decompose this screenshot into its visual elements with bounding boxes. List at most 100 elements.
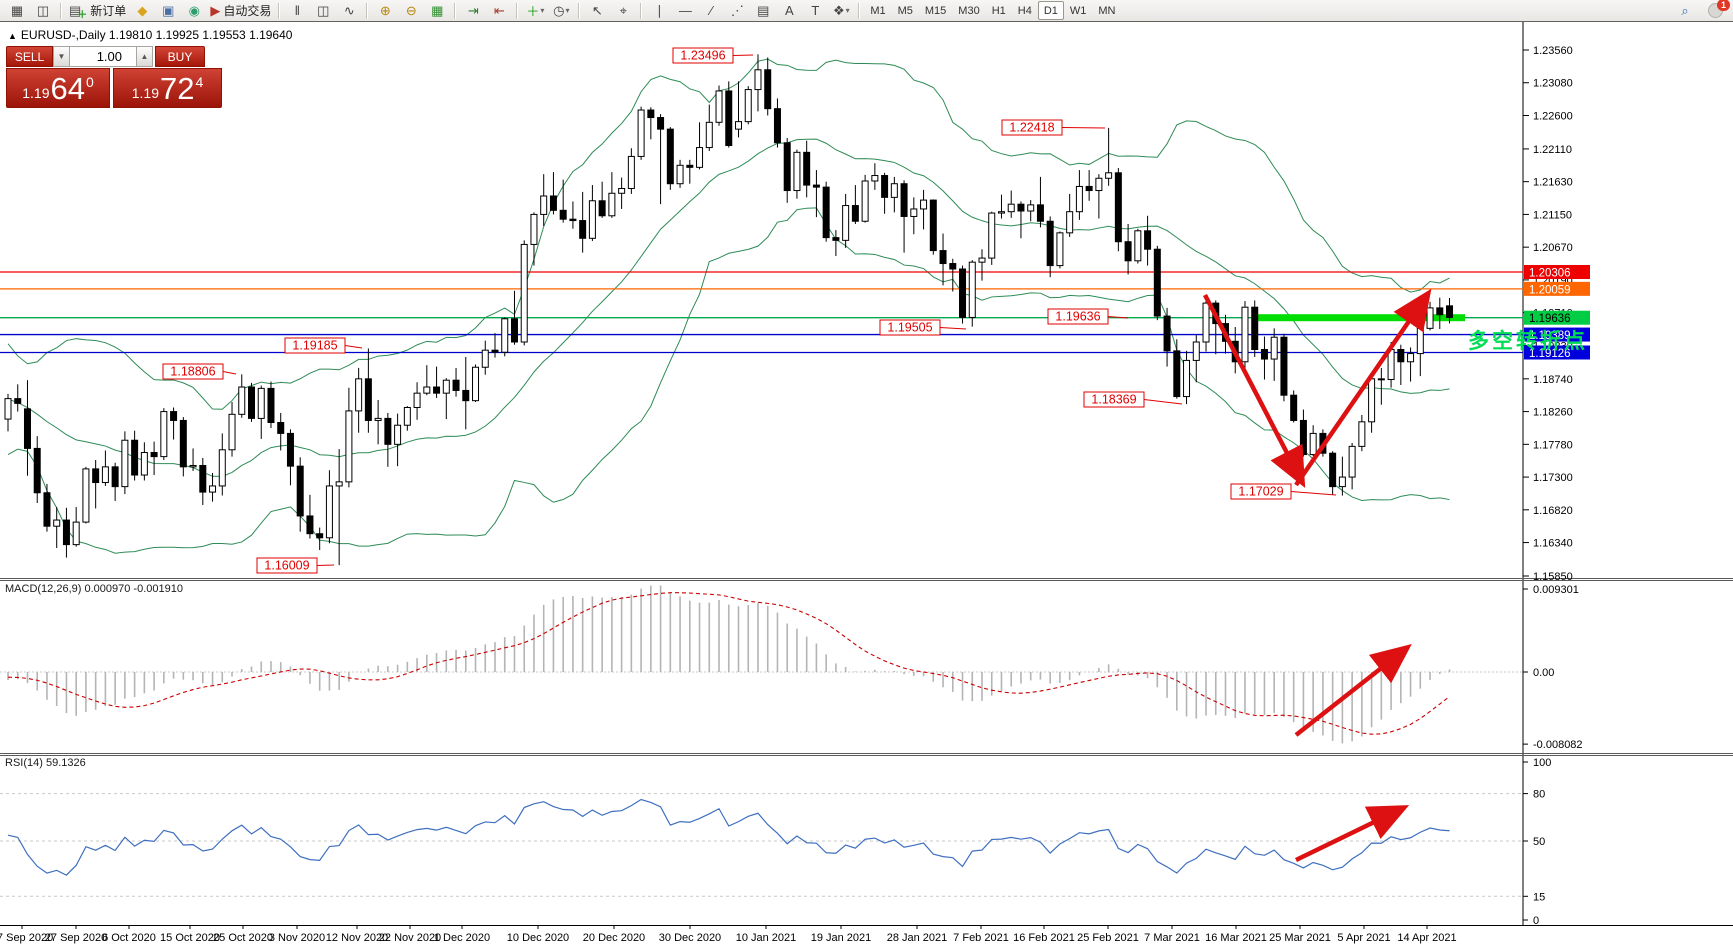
- candlestick-mode-button[interactable]: ◫: [310, 0, 336, 21]
- buy-button[interactable]: BUY: [155, 46, 205, 67]
- toolbar-separator: [454, 2, 457, 19]
- line-chart-mode-button[interactable]: ∿: [336, 0, 362, 21]
- collapse-triangle-icon[interactable]: ▲: [8, 31, 17, 41]
- support-zone: [1257, 314, 1465, 322]
- svg-text:28 Jan 2021: 28 Jan 2021: [887, 932, 948, 944]
- price-label-box: [1047, 308, 1109, 325]
- navigator-button[interactable]: ▣: [155, 0, 181, 21]
- chart-window-button[interactable]: ▦: [4, 0, 30, 21]
- text-button[interactable]: A: [776, 0, 802, 21]
- sell-price-tile[interactable]: 1.19 64 0: [6, 68, 110, 108]
- cursor-button[interactable]: ↖: [584, 0, 610, 21]
- svg-text:1.18740: 1.18740: [1533, 374, 1573, 386]
- svg-text:1.21150: 1.21150: [1533, 209, 1572, 221]
- volume-increase-button[interactable]: ▲: [136, 46, 153, 67]
- svg-text:1.16820: 1.16820: [1533, 505, 1573, 517]
- timeframe-d1-button[interactable]: D1: [1037, 1, 1064, 20]
- crosshair-button[interactable]: ⌖: [610, 0, 636, 21]
- bear-leg-arrow: [1203, 293, 1306, 488]
- svg-text:0.009301: 0.009301: [1533, 584, 1579, 596]
- chart-profiles-icon: ◫: [36, 2, 50, 18]
- timeframe-m5-button[interactable]: M5: [897, 4, 913, 17]
- svg-text:1.17300: 1.17300: [1533, 472, 1573, 484]
- panel-frames: [0, 22, 1733, 946]
- channels-button[interactable]: ▤: [750, 0, 776, 21]
- svg-text:1.17029: 1.17029: [1238, 485, 1283, 499]
- new-order-icon: ▤: [69, 2, 82, 18]
- svg-text:1.15850: 1.15850: [1533, 571, 1573, 583]
- timeframe-m30-button[interactable]: M30: [958, 4, 980, 17]
- horizontal-line-button[interactable]: —: [672, 0, 698, 21]
- macd-panel: [0, 585, 1523, 744]
- timeframe-mn-button[interactable]: MN: [1098, 4, 1116, 17]
- buy-price-tile[interactable]: 1.19 72 4: [113, 68, 222, 108]
- sell-button[interactable]: SELL: [6, 46, 53, 67]
- svg-text:1.19636: 1.19636: [1529, 313, 1571, 325]
- toolbar-separator: [578, 2, 581, 19]
- auto-scroll-button[interactable]: ⇥: [460, 0, 486, 21]
- chart-shift-button[interactable]: ⇤: [486, 0, 512, 21]
- periods-button[interactable]: ◷ ▾: [548, 0, 574, 21]
- macd-turn-arrow: [1294, 644, 1412, 737]
- new-order-button[interactable]: ▤ ＋新订单: [66, 0, 129, 22]
- zoom-in-button[interactable]: ⊕: [372, 0, 398, 21]
- price-label-box: [256, 557, 318, 574]
- toolbar: ▦ ◫ ▤ ＋新订单 ◆ ▣ ◉ ▶ 自动交易 ‖ ◫ ∿ ⊕ ⊖ ▦ ⇥ ⇤ ＋ ▾ ◷ ▾ ↖ ⌖ ∣ — ∕ ⋰ ▤ A T ❖ ▾ M1…: [0, 0, 1733, 22]
- macd-label: MACD(12,26,9) 0.000970 -0.001910: [5, 583, 183, 595]
- timeframe-m15-button[interactable]: M15: [924, 4, 947, 17]
- search-icon: ⌕: [1681, 2, 1689, 18]
- market-watch-button[interactable]: ◆: [129, 0, 155, 21]
- svg-text:25 Oct 2020: 25 Oct 2020: [213, 932, 273, 944]
- svg-text:0.00: 0.00: [1533, 667, 1554, 679]
- text-label-button[interactable]: T: [802, 0, 828, 21]
- tile-windows-button[interactable]: ▦: [424, 0, 450, 21]
- zoom-out-button[interactable]: ⊖: [398, 0, 424, 21]
- timeframe-w1-button[interactable]: W1: [1069, 4, 1087, 17]
- svg-text:1.22110: 1.22110: [1533, 144, 1572, 156]
- indicators-icon: ＋: [526, 4, 540, 19]
- svg-text:15 Oct 2020: 15 Oct 2020: [160, 932, 220, 944]
- svg-text:1.19126: 1.19126: [1529, 348, 1571, 360]
- line-chart-mode-icon: ∿: [343, 2, 355, 18]
- sell-price-small: 1.19: [22, 85, 50, 101]
- svg-text:1.23080: 1.23080: [1533, 78, 1573, 90]
- search-button[interactable]: ⌕: [1672, 0, 1698, 21]
- timeframe-m1-button[interactable]: M1: [870, 4, 886, 17]
- indicators-button[interactable]: ＋ ▾: [522, 0, 548, 21]
- svg-text:15: 15: [1533, 891, 1545, 903]
- timeframe-h1-button[interactable]: H1: [991, 4, 1006, 17]
- fibonacci-button[interactable]: ⋰: [724, 0, 750, 21]
- svg-text:14 Apr 2021: 14 Apr 2021: [1397, 932, 1456, 944]
- chart-area: 1.23560 1.23080 1.22600 1.22110 1.21630 1.211…: [0, 22, 1733, 946]
- chart-canvas[interactable]: 1.23560 1.23080 1.22600 1.22110 1.21630 1.211…: [0, 22, 1733, 946]
- vertical-line-button[interactable]: ∣: [646, 0, 672, 21]
- svg-text:1.17780: 1.17780: [1533, 439, 1573, 451]
- chart-window-icon: ▦: [10, 2, 24, 18]
- navigator-icon: ▣: [162, 2, 175, 18]
- svg-text:1.16009: 1.16009: [264, 559, 309, 573]
- svg-text:1.23496: 1.23496: [680, 49, 725, 63]
- signals-button[interactable]: ◉: [181, 0, 207, 21]
- svg-text:25 Feb 2021: 25 Feb 2021: [1077, 932, 1139, 944]
- crosshair-icon: ⌖: [619, 2, 627, 18]
- chart-profiles-button[interactable]: ◫: [30, 0, 56, 21]
- toolbar-separator: [60, 2, 62, 19]
- timeframe-h4-button[interactable]: H4: [1017, 4, 1032, 17]
- trendline-button[interactable]: ∕: [698, 0, 724, 21]
- svg-text:1.22600: 1.22600: [1533, 110, 1573, 122]
- annotations: 1.23496 1.22418 1.19505 1.19636 1.19185 1.188…: [162, 47, 1585, 863]
- svg-text:50: 50: [1533, 836, 1545, 848]
- svg-text:1.18260: 1.18260: [1533, 407, 1573, 419]
- volume-decrease-button[interactable]: ▼: [53, 46, 70, 67]
- chart-title: ▲ EURUSD-,Daily 1.19810 1.19925 1.19553 1…: [8, 28, 292, 42]
- bar-chart-mode-button[interactable]: ‖: [284, 0, 310, 21]
- chevron-down-icon: ▾: [845, 6, 850, 15]
- autotrading-button[interactable]: ▶ 自动交易: [207, 0, 274, 21]
- shapes-button[interactable]: ❖ ▾: [828, 0, 854, 21]
- svg-text:1.19389: 1.19389: [1529, 330, 1571, 342]
- svg-text:25 Mar 2021: 25 Mar 2021: [1269, 932, 1331, 944]
- notifications-button[interactable]: 1: [1708, 0, 1730, 18]
- level-lines: [0, 271, 1523, 354]
- volume-input[interactable]: [70, 46, 136, 67]
